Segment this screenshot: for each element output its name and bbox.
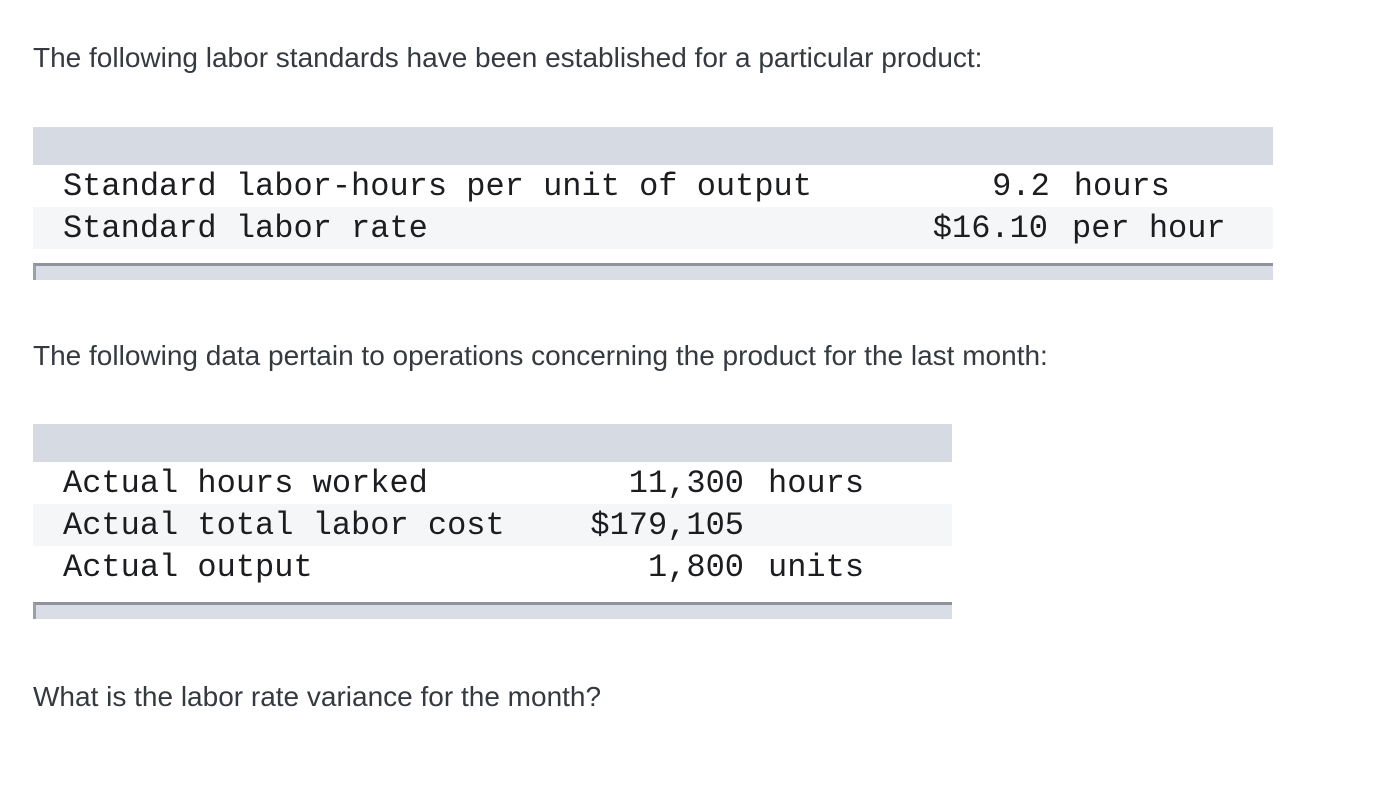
intro-paragraph-actuals: The following data pertain to operations… (33, 340, 1048, 371)
row-unit: hours (768, 464, 865, 502)
row-label: Standard labor rate (63, 209, 428, 247)
row-value: $16.10 (932, 209, 1048, 247)
row-value: $179,105 (590, 506, 744, 544)
row-unit: per hour (1072, 209, 1226, 247)
table-row: Standard labor rate $16.10 per hour (33, 207, 1273, 249)
row-value: 11,300 (628, 464, 744, 502)
actuals-table: Actual hours worked 11,300 hours Actual … (33, 424, 952, 619)
actuals-table-body: Actual hours worked 11,300 hours Actual … (33, 462, 952, 588)
intro-paragraph-standards: The following labor standards have been … (33, 42, 983, 73)
row-unit: units (768, 548, 865, 586)
standards-table: Standard labor-hours per unit of output … (33, 127, 1273, 280)
row-unit: hours (1073, 167, 1170, 205)
question-page: The following labor standards have been … (33, 42, 1273, 712)
horizontal-scrollbar[interactable] (33, 602, 952, 619)
row-label: Actual total labor cost (63, 506, 505, 544)
standards-table-body: Standard labor-hours per unit of output … (33, 165, 1273, 249)
row-value: 9.2 (992, 167, 1050, 205)
table-row: Standard labor-hours per unit of output … (33, 165, 1273, 207)
row-value: 1,800 (647, 548, 744, 586)
question-text: What is the labor rate variance for the … (33, 681, 602, 712)
row-label: Actual output (63, 548, 313, 586)
horizontal-scrollbar[interactable] (33, 263, 1273, 280)
table-row: Actual hours worked 11,300 hours (33, 462, 952, 504)
row-label: Standard labor-hours per unit of output (63, 167, 812, 205)
actuals-table-header-band (33, 424, 952, 462)
row-label: Actual hours worked (63, 464, 428, 502)
standards-table-header-band (33, 127, 1273, 165)
table-row: Actual total labor cost $179,105 (33, 504, 952, 546)
table-row: Actual output 1,800 units (33, 546, 952, 588)
